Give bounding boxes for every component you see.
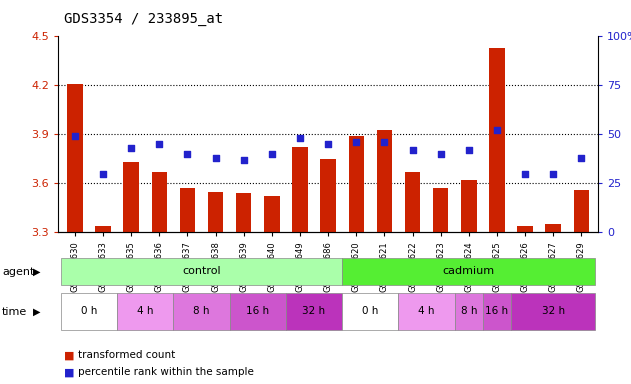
Bar [489,48,505,232]
Bar [117,293,174,330]
Bar [292,147,308,232]
Point [239,157,249,163]
Bar [342,258,596,285]
Bar [61,293,117,330]
Text: control: control [182,266,221,276]
Point [211,155,221,161]
Text: 8 h: 8 h [461,306,477,316]
Bar [230,293,286,330]
Point [295,135,305,141]
Text: 32 h: 32 h [541,306,565,316]
Point [464,147,474,153]
Bar [286,293,342,330]
Text: ■: ■ [64,350,75,360]
Bar [342,293,398,330]
Point [492,127,502,134]
Text: percentile rank within the sample: percentile rank within the sample [78,367,254,377]
Text: GDS3354 / 233895_at: GDS3354 / 233895_at [64,12,223,25]
Bar [124,162,139,232]
Bar [180,188,195,232]
Text: 4 h: 4 h [137,306,153,316]
Point [182,151,192,157]
Bar [461,180,476,232]
Bar [174,293,230,330]
Text: 0 h: 0 h [362,306,379,316]
Text: agent: agent [2,266,34,277]
Bar [264,196,280,232]
Text: ▶: ▶ [33,307,41,317]
Bar [95,226,111,232]
Text: 16 h: 16 h [246,306,269,316]
Bar [67,84,83,232]
Point [520,170,530,177]
Bar [404,172,420,232]
Point [435,151,445,157]
Bar [517,226,533,232]
Bar [483,293,511,330]
Text: time: time [2,307,27,317]
Point [126,145,136,151]
Text: 16 h: 16 h [485,306,509,316]
Bar [236,193,252,232]
Bar [545,224,561,232]
Bar [348,136,364,232]
Bar [398,293,455,330]
Bar [574,190,589,232]
Point [323,141,333,147]
Bar [208,192,223,232]
Point [548,170,558,177]
Point [98,170,108,177]
Text: ▶: ▶ [33,266,41,277]
Text: cadmium: cadmium [443,266,495,276]
Text: 8 h: 8 h [193,306,209,316]
Text: 4 h: 4 h [418,306,435,316]
Text: transformed count: transformed count [78,350,175,360]
Point [154,141,164,147]
Text: 32 h: 32 h [302,306,326,316]
Text: 0 h: 0 h [81,306,97,316]
Bar [377,129,392,232]
Bar [433,188,449,232]
Point [351,139,362,145]
Point [408,147,418,153]
Bar [151,172,167,232]
Point [70,133,80,139]
Text: ■: ■ [64,367,75,377]
Bar [455,293,483,330]
Point [379,139,389,145]
Point [576,155,586,161]
Bar [61,258,342,285]
Bar [321,159,336,232]
Point [267,151,277,157]
Bar [511,293,596,330]
